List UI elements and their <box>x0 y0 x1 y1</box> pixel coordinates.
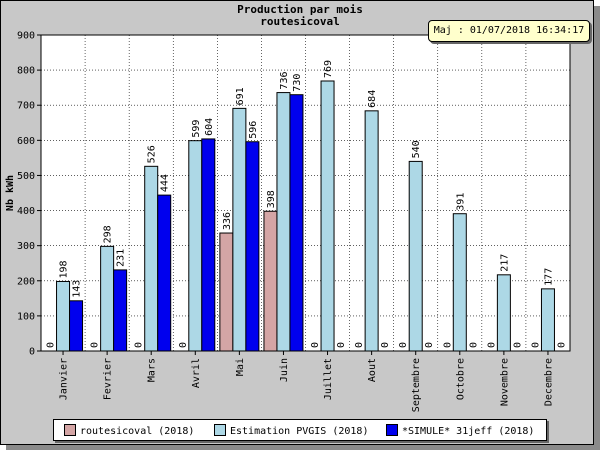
bar <box>232 107 247 352</box>
update-timestamp: Maj : 01/07/2018 16:34:17 <box>428 20 590 42</box>
plot-border <box>40 34 571 352</box>
bar <box>144 165 159 352</box>
y-tick-label: 500 <box>17 171 35 182</box>
x-tick-label: Juin <box>279 358 290 382</box>
bar <box>263 210 278 352</box>
bar <box>408 160 423 352</box>
y-tick-label: 600 <box>17 136 35 147</box>
x-tick-label: Juillet <box>323 358 334 400</box>
x-tick-label: Decembre <box>543 358 554 406</box>
x-tick-label: Septembre <box>411 358 422 412</box>
data-label: 0 <box>354 342 365 348</box>
data-label: 0 <box>530 342 541 348</box>
data-label: 0 <box>310 342 321 348</box>
bar <box>496 274 511 352</box>
data-label: 684 <box>367 90 378 108</box>
bar <box>452 213 467 352</box>
x-tick-label: Aout <box>367 358 378 382</box>
frame-shadow-bottom <box>6 445 600 450</box>
y-tick-label: 400 <box>17 206 35 217</box>
plot-area <box>41 35 570 351</box>
data-label: 298 <box>103 225 114 243</box>
data-label: 0 <box>442 342 453 348</box>
frame-shadow-right <box>594 6 600 450</box>
chart-subtitle: routesicoval <box>260 15 340 28</box>
y-tick-label: 0 <box>29 347 35 358</box>
data-label: 231 <box>116 249 127 267</box>
y-tick-label: 300 <box>17 241 35 252</box>
x-tick-label: Octobre <box>455 358 466 400</box>
bar <box>364 110 379 352</box>
bar <box>219 232 234 352</box>
bar <box>540 288 555 352</box>
data-label: 736 <box>279 72 290 90</box>
x-tick-label: Mai <box>235 358 246 376</box>
legend-item-simule: *SIMULE* 31jeff (2018) <box>386 424 535 437</box>
chart-title: Production par mois <box>237 3 363 16</box>
bar <box>113 269 128 352</box>
y-tick-label: 800 <box>17 66 35 77</box>
data-label: 691 <box>235 87 246 105</box>
legend-swatch <box>214 424 226 436</box>
data-label: 599 <box>191 120 202 138</box>
bar <box>157 194 172 352</box>
data-label: 526 <box>147 145 158 163</box>
data-label: 198 <box>59 260 70 278</box>
bar <box>69 300 84 352</box>
data-label: 604 <box>204 118 215 136</box>
x-tick-label: Janvier <box>59 358 70 400</box>
y-tick-label: 700 <box>17 101 35 112</box>
legend-item-routesicoval: routesicoval (2018) <box>64 424 195 437</box>
bar <box>289 94 304 352</box>
data-label: 0 <box>424 342 435 348</box>
data-label: 0 <box>134 342 145 348</box>
data-label: 0 <box>398 342 409 348</box>
legend-label: *SIMULE* 31jeff (2018) <box>402 426 535 437</box>
legend: routesicoval (2018) Estimation PVGIS (20… <box>53 419 547 441</box>
bar <box>276 92 291 352</box>
data-label: 730 <box>292 74 303 92</box>
x-tick-label: Novembre <box>499 358 510 406</box>
bar <box>188 140 203 352</box>
y-tick-label: 200 <box>17 276 35 287</box>
legend-swatch <box>64 424 76 436</box>
bar <box>100 245 115 352</box>
data-label: 444 <box>160 174 171 192</box>
data-label: 217 <box>499 254 510 272</box>
legend-label: Estimation PVGIS (2018) <box>230 426 369 437</box>
data-label: 0 <box>46 342 57 348</box>
data-label: 0 <box>468 342 479 348</box>
data-label: 0 <box>512 342 523 348</box>
legend-label: routesicoval (2018) <box>80 426 195 437</box>
bar <box>320 80 335 352</box>
x-tick-label: Fevrier <box>103 358 114 400</box>
y-tick-label: 100 <box>17 311 35 322</box>
data-label: 596 <box>248 121 259 139</box>
data-label: 540 <box>411 140 422 158</box>
bar <box>56 280 71 352</box>
data-label: 177 <box>543 268 554 286</box>
data-label: 0 <box>178 342 189 348</box>
data-label: 769 <box>323 60 334 78</box>
data-label: 391 <box>455 193 466 211</box>
bar <box>245 141 260 352</box>
x-tick-label: Avril <box>191 358 202 388</box>
data-label: 0 <box>380 342 391 348</box>
y-tick-label: 900 <box>17 31 35 42</box>
data-label: 336 <box>222 212 233 230</box>
data-label: 0 <box>336 342 347 348</box>
data-label: 398 <box>266 190 277 208</box>
bar <box>201 138 216 352</box>
x-tick-label: Mars <box>147 358 158 382</box>
y-axis-label: Nb kWh <box>5 175 16 211</box>
data-label: 0 <box>556 342 567 348</box>
legend-swatch <box>386 424 398 436</box>
data-label: 0 <box>90 342 101 348</box>
legend-item-pvgis: Estimation PVGIS (2018) <box>214 424 369 437</box>
chart-title-block: Production par mois routesicoval <box>0 4 600 28</box>
data-label: 143 <box>72 280 83 298</box>
data-label: 0 <box>486 342 497 348</box>
